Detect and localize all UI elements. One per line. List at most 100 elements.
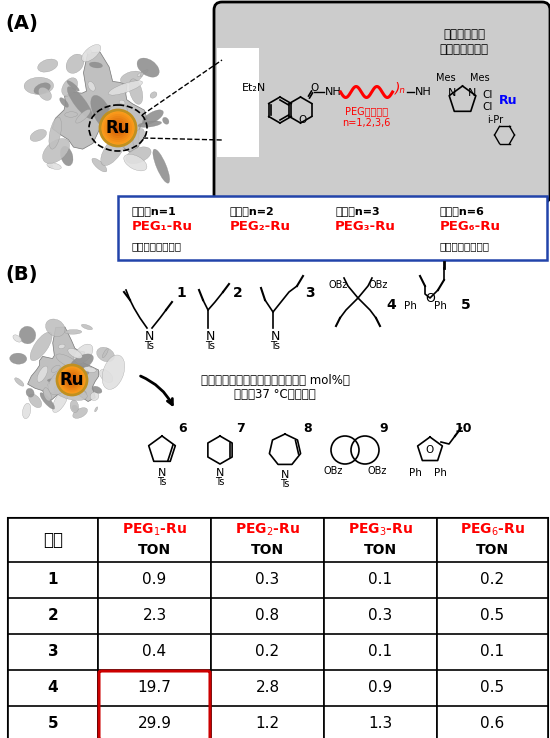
Ellipse shape <box>52 390 68 413</box>
Text: 0.9: 0.9 <box>368 680 393 695</box>
Text: Ph: Ph <box>433 301 447 311</box>
Text: 0.5: 0.5 <box>481 609 504 624</box>
Ellipse shape <box>73 365 89 376</box>
Ellipse shape <box>70 354 94 371</box>
Text: Et₂N: Et₂N <box>242 83 266 93</box>
Ellipse shape <box>88 81 95 91</box>
Ellipse shape <box>30 332 52 361</box>
Text: 10: 10 <box>455 422 472 435</box>
Ellipse shape <box>163 117 169 124</box>
Circle shape <box>70 379 74 382</box>
Text: PEG₁-Ru: PEG₁-Ru <box>132 220 193 233</box>
Text: 0.1: 0.1 <box>368 573 393 587</box>
Circle shape <box>108 118 128 138</box>
Text: アルブミン・ルテニウム触媒（１ mol%）: アルブミン・ルテニウム触媒（１ mol%） <box>201 373 349 387</box>
Circle shape <box>65 373 79 387</box>
Ellipse shape <box>73 407 87 418</box>
Text: Ru: Ru <box>498 94 517 106</box>
Circle shape <box>57 365 87 395</box>
Ellipse shape <box>37 366 48 382</box>
Text: 長さ：n=3: 長さ：n=3 <box>335 206 379 216</box>
Ellipse shape <box>39 87 52 100</box>
Text: 19.7: 19.7 <box>138 680 172 695</box>
Polygon shape <box>28 327 99 401</box>
Ellipse shape <box>153 149 169 183</box>
Text: O: O <box>310 83 318 93</box>
Text: 1.2: 1.2 <box>255 717 279 731</box>
Text: 1.3: 1.3 <box>368 717 393 731</box>
Text: PEG$_1$-Ru: PEG$_1$-Ru <box>122 522 187 538</box>
Ellipse shape <box>102 348 108 358</box>
Text: Mes: Mes <box>436 73 455 83</box>
Text: Ts: Ts <box>270 341 280 351</box>
Ellipse shape <box>140 72 143 77</box>
Text: Ph: Ph <box>404 301 416 311</box>
Text: （もっとも長い）: （もっとも長い） <box>440 241 490 251</box>
Ellipse shape <box>43 387 51 401</box>
Text: 7: 7 <box>236 422 245 435</box>
Ellipse shape <box>29 394 42 407</box>
Ellipse shape <box>40 393 54 409</box>
Text: PEG$_3$-Ru: PEG$_3$-Ru <box>348 522 413 538</box>
Text: Ph: Ph <box>433 468 447 478</box>
Ellipse shape <box>137 58 159 77</box>
Text: 2: 2 <box>233 286 243 300</box>
Ellipse shape <box>58 344 65 348</box>
Ellipse shape <box>89 62 102 68</box>
Text: 4: 4 <box>48 680 58 695</box>
Ellipse shape <box>30 129 47 142</box>
Ellipse shape <box>74 384 82 395</box>
Text: 0.2: 0.2 <box>481 573 504 587</box>
Text: Ts: Ts <box>205 341 215 351</box>
Text: 0.1: 0.1 <box>481 644 504 660</box>
Ellipse shape <box>138 70 148 76</box>
Text: 0.2: 0.2 <box>255 644 279 660</box>
Circle shape <box>64 372 80 388</box>
Text: 0.8: 0.8 <box>255 609 279 624</box>
Ellipse shape <box>133 128 145 147</box>
FancyBboxPatch shape <box>118 196 547 260</box>
Text: OBz: OBz <box>328 280 348 290</box>
Ellipse shape <box>90 392 99 401</box>
Circle shape <box>112 122 124 134</box>
Text: 0.1: 0.1 <box>368 644 393 660</box>
Text: TON: TON <box>476 543 509 557</box>
Ellipse shape <box>68 348 82 359</box>
Ellipse shape <box>138 121 162 128</box>
Text: N: N <box>205 330 214 343</box>
Text: 長さ：n=6: 長さ：n=6 <box>440 206 485 216</box>
Text: 0.6: 0.6 <box>480 717 505 731</box>
Ellipse shape <box>92 158 107 172</box>
Text: 1: 1 <box>176 286 186 300</box>
Text: TON: TON <box>138 543 171 557</box>
Ellipse shape <box>97 348 114 362</box>
Ellipse shape <box>62 77 78 96</box>
Text: 2.3: 2.3 <box>142 609 167 624</box>
Text: TON: TON <box>251 543 284 557</box>
Circle shape <box>114 124 122 132</box>
Ellipse shape <box>42 139 70 164</box>
Circle shape <box>104 114 132 142</box>
Ellipse shape <box>65 330 82 334</box>
Ellipse shape <box>70 362 80 381</box>
Text: 1: 1 <box>48 573 58 587</box>
Ellipse shape <box>70 400 79 413</box>
Text: PEG₃-Ru: PEG₃-Ru <box>335 220 396 233</box>
Ellipse shape <box>34 83 51 94</box>
Circle shape <box>60 368 84 392</box>
Circle shape <box>116 126 120 130</box>
Bar <box>437 518 548 738</box>
Ellipse shape <box>72 405 78 411</box>
Circle shape <box>110 120 126 136</box>
Text: 9: 9 <box>379 422 388 435</box>
Ellipse shape <box>66 54 84 73</box>
Ellipse shape <box>108 80 142 95</box>
Text: アルブミンの
疎水性ポケット: アルブミンの 疎水性ポケット <box>439 28 488 56</box>
FancyBboxPatch shape <box>214 2 550 203</box>
Text: Ts: Ts <box>215 477 225 487</box>
Ellipse shape <box>56 354 78 368</box>
Text: 2: 2 <box>48 609 58 624</box>
Ellipse shape <box>47 379 60 393</box>
Circle shape <box>67 375 77 385</box>
Ellipse shape <box>81 324 92 330</box>
